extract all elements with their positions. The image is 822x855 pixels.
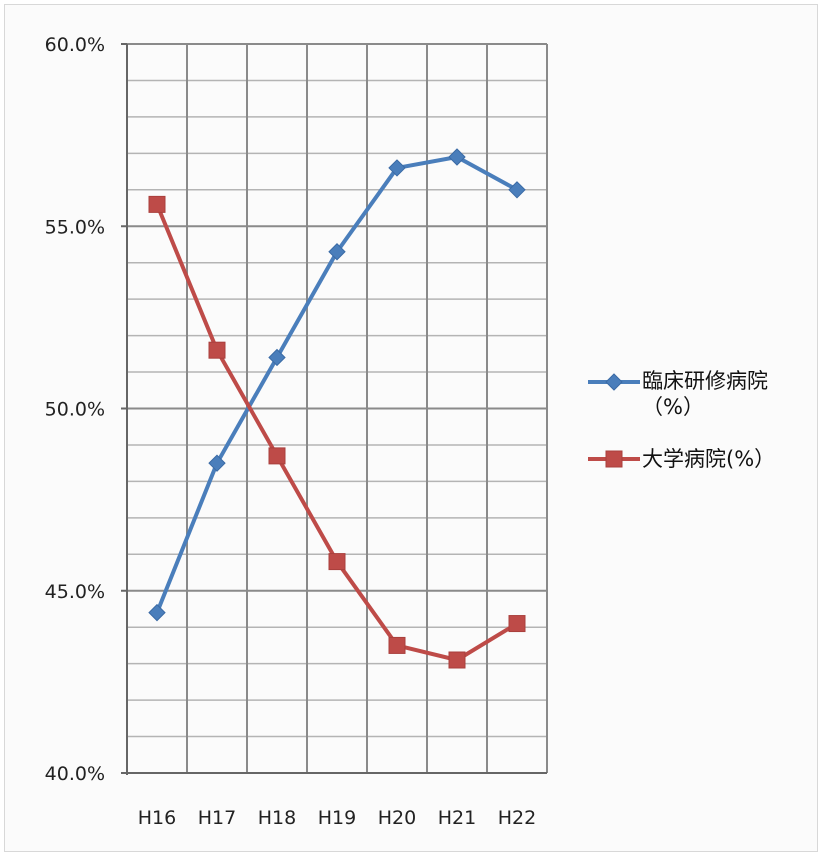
x-tick-label: H19 [318,807,356,829]
data-point-series-1 [268,348,286,367]
legend-key-marker-1 [605,373,623,391]
series [148,148,526,669]
y-tick-label: 50.0% [45,399,105,421]
data-point-series-2 [208,341,226,359]
x-tick-label: H21 [438,807,476,829]
data-point-series-2 [148,195,166,213]
legend [588,373,640,468]
x-tick-label: H22 [498,807,536,829]
legend-key-marker-2 [605,450,623,468]
chart-frame [4,4,818,852]
data-point-series-1 [328,243,346,261]
legend-label-series-2: 大学病院(%） [642,447,776,471]
x-tick-label: H17 [198,807,236,829]
axes: 40.0% 45.0% 50.0% 55.0% 60.0% H16 H17 H18 H19 H20… [45,34,547,829]
x-tick-label: H20 [378,807,416,829]
x-tick-label: H18 [258,807,296,829]
data-point-series-2 [448,651,466,669]
data-point-series-1 [448,148,466,166]
y-tick-label: 55.0% [45,216,105,238]
data-point-series-1 [388,159,406,177]
data-point-series-2 [328,553,346,571]
legend-label-series-1: 臨床研修病院 （%） [642,369,768,419]
data-point-series-1 [508,181,526,199]
data-point-series-2 [268,447,286,465]
data-point-series-2 [508,615,526,633]
x-tick-label: H16 [138,807,176,829]
y-tick-label: 60.0% [45,34,105,56]
grid [126,43,548,774]
data-point-series-1 [208,454,226,472]
data-point-series-2 [388,636,406,654]
y-tick-label: 45.0% [45,581,105,603]
data-point-series-1 [148,603,166,622]
y-tick-label: 40.0% [45,763,105,785]
